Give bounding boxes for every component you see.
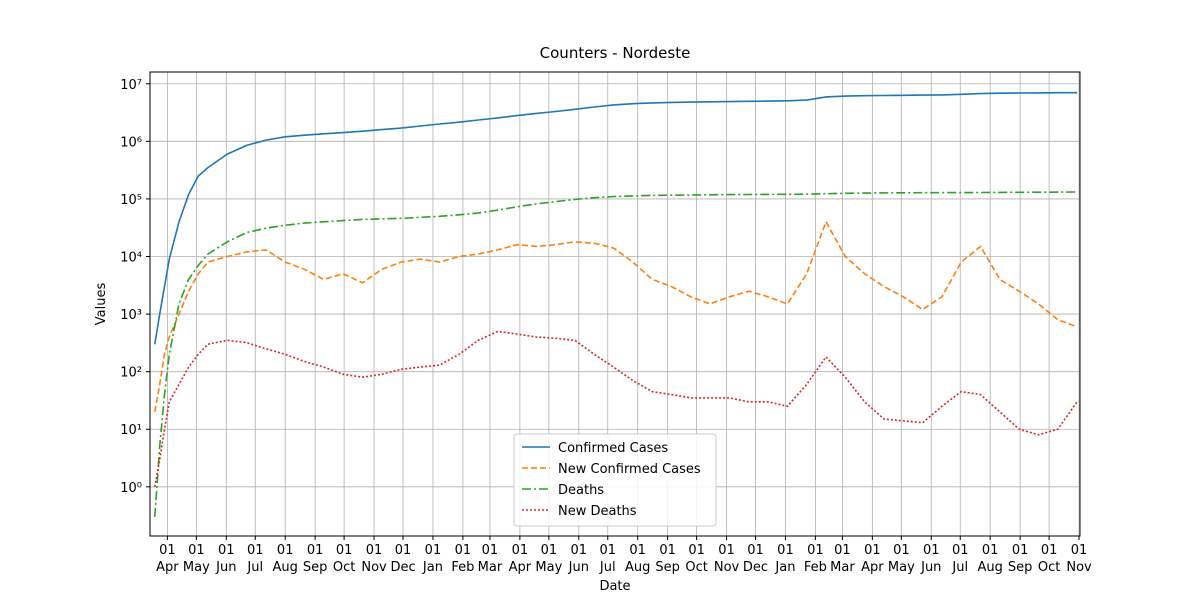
x-tick-label: 01 Nov bbox=[361, 543, 387, 575]
x-tick-label: 01 Jun bbox=[920, 543, 941, 575]
x-tick-label: 01 Jun bbox=[215, 543, 236, 575]
x-tick-label: 01 Sep bbox=[303, 543, 328, 575]
x-tick-label: 01 Feb bbox=[451, 543, 474, 575]
y-tick-label: 10¹ bbox=[120, 423, 142, 438]
x-tick-label: 01 Jan bbox=[774, 543, 795, 575]
x-tick-label: 01 Mar bbox=[478, 543, 503, 575]
plot-area bbox=[154, 91, 1078, 517]
y-tick-label: 10⁴ bbox=[120, 251, 142, 266]
x-tick-label: 01 Sep bbox=[655, 543, 680, 575]
series-line bbox=[154, 191, 1078, 517]
x-tick-label: 01 Nov bbox=[714, 543, 740, 575]
x-tick-label: 01 Apr bbox=[509, 543, 532, 575]
x-tick-label: 01 Jul bbox=[246, 543, 263, 575]
x-tick-label: 01 Jul bbox=[951, 543, 968, 575]
x-tick-label: 01 Mar bbox=[830, 543, 855, 575]
x-tick-label: 01 May bbox=[535, 543, 562, 575]
x-tick-label: 01 Dec bbox=[743, 543, 768, 575]
y-tick-label: 10⁶ bbox=[120, 135, 142, 150]
y-tick-label: 10³ bbox=[120, 308, 142, 323]
x-tick-label: 01 Nov bbox=[1066, 543, 1092, 575]
x-axis-label: Date bbox=[599, 579, 630, 594]
x-tick-label: 01 Oct bbox=[333, 543, 355, 575]
x-tick-label: 01 Apr bbox=[156, 543, 179, 575]
x-tick-label: 01 Aug bbox=[625, 543, 650, 575]
x-tick-label: 01 Dec bbox=[390, 543, 415, 575]
y-tick-label: 10⁰ bbox=[120, 481, 142, 496]
x-tick-label: 01 Sep bbox=[1008, 543, 1033, 575]
legend: Confirmed Cases New Confirmed Cases Deaths… bbox=[513, 433, 717, 527]
x-tick-label: 01 Jan bbox=[422, 543, 443, 575]
x-tick-label: 01 May bbox=[183, 543, 210, 575]
y-tick-label: 10⁷ bbox=[120, 78, 142, 93]
legend-label: New Confirmed Cases bbox=[558, 462, 701, 477]
legend-label: New Deaths bbox=[558, 504, 637, 519]
series-line bbox=[154, 91, 1078, 345]
legend-label: Deaths bbox=[558, 483, 604, 498]
x-tick-label: 01 Aug bbox=[977, 543, 1002, 575]
series-line bbox=[154, 219, 1078, 413]
x-tick-label: 01 Apr bbox=[861, 543, 884, 575]
x-tick-label: 01 Oct bbox=[685, 543, 707, 575]
y-tick-label: 10⁵ bbox=[120, 193, 142, 208]
series-line bbox=[154, 330, 1078, 487]
x-tick-label: 01 Jul bbox=[599, 543, 616, 575]
x-tick-label: 01 Jun bbox=[568, 543, 589, 575]
legend-label: Confirmed Cases bbox=[558, 441, 668, 456]
y-axis-label: Values bbox=[94, 283, 109, 326]
x-tick-label: 01 Feb bbox=[804, 543, 827, 575]
y-tick-label: 10² bbox=[120, 366, 142, 381]
x-tick-label: 01 May bbox=[888, 543, 915, 575]
x-tick-label: 01 Aug bbox=[273, 543, 298, 575]
legend-box bbox=[513, 433, 717, 527]
axes-frame bbox=[149, 71, 1081, 537]
chart-title: Counters - Nordeste bbox=[540, 44, 691, 62]
x-tick-label: 01 Oct bbox=[1038, 543, 1060, 575]
